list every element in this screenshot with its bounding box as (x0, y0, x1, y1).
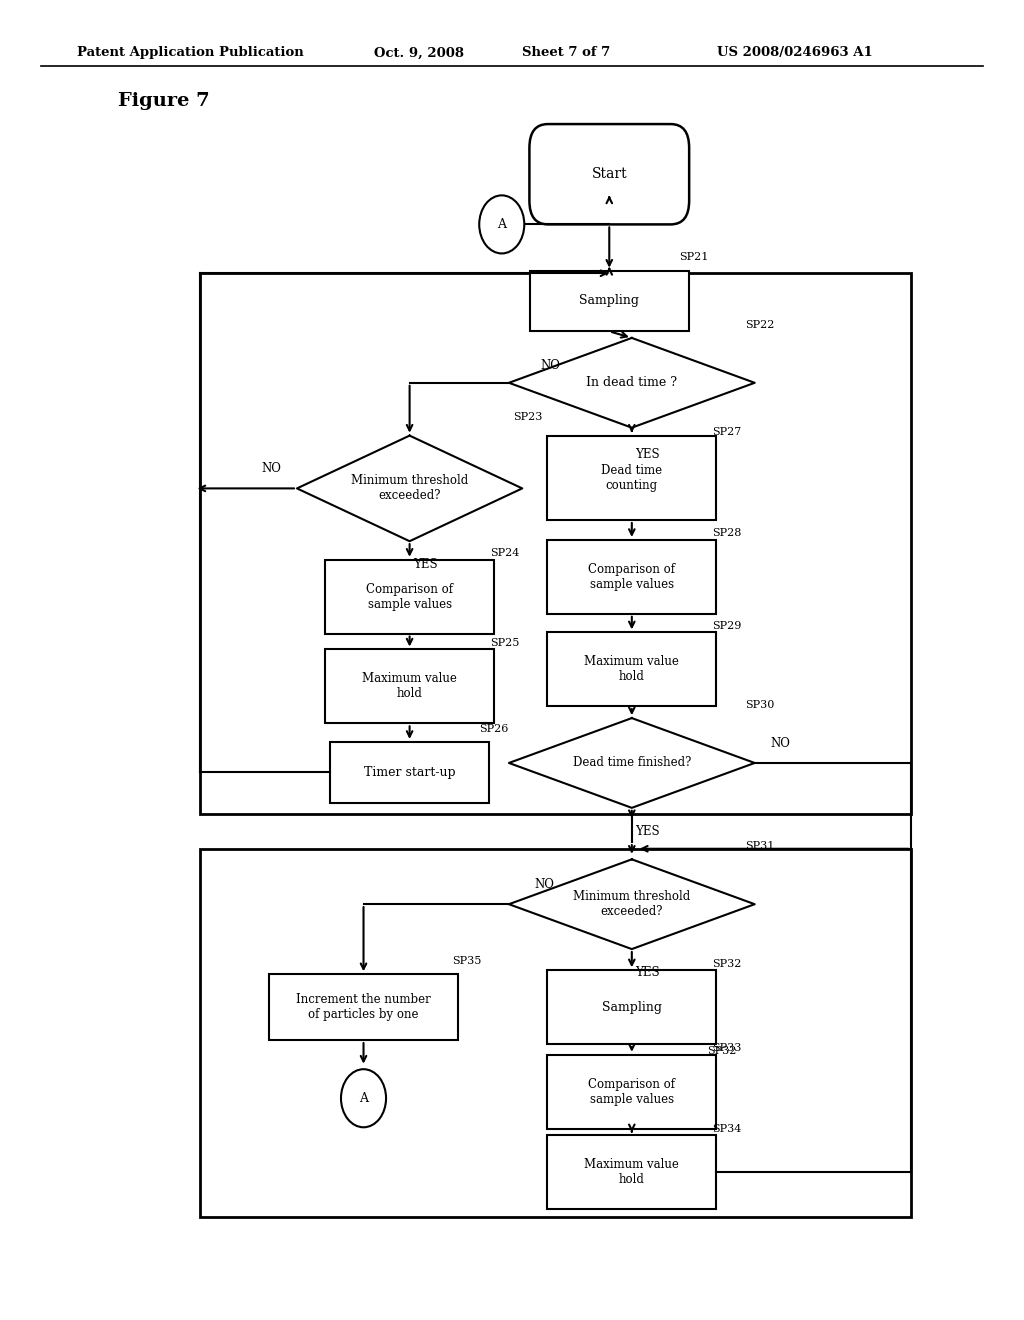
Text: Sampling: Sampling (602, 1001, 662, 1014)
Polygon shape (509, 859, 755, 949)
Text: Dead time finished?: Dead time finished? (572, 756, 691, 770)
Text: SP26: SP26 (479, 723, 509, 734)
Text: Patent Application Publication: Patent Application Publication (77, 46, 303, 59)
Text: NO: NO (535, 878, 555, 891)
Circle shape (479, 195, 524, 253)
Bar (530, 271, 688, 331)
Text: SP23: SP23 (513, 412, 542, 422)
Text: Sampling: Sampling (580, 294, 639, 308)
Text: SP30: SP30 (745, 700, 774, 710)
Text: SP32: SP32 (707, 1045, 736, 1056)
Text: Comparison of
sample values: Comparison of sample values (589, 1077, 675, 1106)
Bar (547, 632, 717, 706)
Text: SP21: SP21 (679, 252, 709, 263)
Text: SP27: SP27 (712, 426, 741, 437)
Text: Start: Start (592, 168, 627, 181)
Text: SP32: SP32 (712, 958, 741, 969)
Polygon shape (509, 718, 755, 808)
Polygon shape (297, 436, 522, 541)
Text: Sheet 7 of 7: Sheet 7 of 7 (522, 46, 610, 59)
Bar (547, 436, 717, 520)
Text: YES: YES (635, 966, 659, 979)
Text: Timer start-up: Timer start-up (364, 766, 456, 779)
Circle shape (341, 1069, 386, 1127)
FancyBboxPatch shape (529, 124, 689, 224)
Bar (200, 273, 911, 814)
Text: YES: YES (635, 825, 659, 838)
Text: YES: YES (413, 558, 437, 572)
Bar (547, 1135, 717, 1209)
Bar (547, 540, 717, 614)
Text: SP29: SP29 (712, 620, 741, 631)
Text: SP35: SP35 (452, 956, 481, 966)
Bar (326, 649, 495, 723)
Text: SP25: SP25 (489, 638, 519, 648)
Bar (268, 974, 458, 1040)
Text: YES: YES (635, 447, 659, 461)
Text: SP28: SP28 (712, 528, 741, 539)
Text: Increment the number
of particles by one: Increment the number of particles by one (296, 993, 431, 1022)
Bar (330, 742, 489, 803)
Polygon shape (509, 338, 755, 428)
Text: A: A (498, 218, 506, 231)
Text: SP34: SP34 (712, 1123, 741, 1134)
Text: SP31: SP31 (745, 841, 774, 851)
Text: US 2008/0246963 A1: US 2008/0246963 A1 (717, 46, 872, 59)
Bar (547, 1055, 717, 1129)
Text: A: A (359, 1092, 368, 1105)
Text: SP24: SP24 (489, 548, 519, 558)
Text: NO: NO (770, 737, 791, 750)
Text: Maximum value
hold: Maximum value hold (362, 672, 457, 701)
Text: SP33: SP33 (712, 1043, 741, 1053)
Text: Minimum threshold
exceeded?: Minimum threshold exceeded? (573, 890, 690, 919)
Text: Dead time
counting: Dead time counting (601, 463, 663, 492)
Text: NO: NO (540, 359, 560, 372)
Text: Comparison of
sample values: Comparison of sample values (367, 582, 453, 611)
Text: Maximum value
hold: Maximum value hold (585, 1158, 679, 1187)
Bar (326, 560, 495, 634)
Text: SP22: SP22 (745, 319, 774, 330)
Text: Figure 7: Figure 7 (118, 92, 209, 111)
Text: Minimum threshold
exceeded?: Minimum threshold exceeded? (351, 474, 468, 503)
Text: Oct. 9, 2008: Oct. 9, 2008 (374, 46, 464, 59)
Text: In dead time ?: In dead time ? (587, 376, 677, 389)
Text: Maximum value
hold: Maximum value hold (585, 655, 679, 684)
Text: Comparison of
sample values: Comparison of sample values (589, 562, 675, 591)
Text: NO: NO (261, 462, 282, 475)
Bar (200, 849, 911, 1217)
Bar (547, 970, 717, 1044)
